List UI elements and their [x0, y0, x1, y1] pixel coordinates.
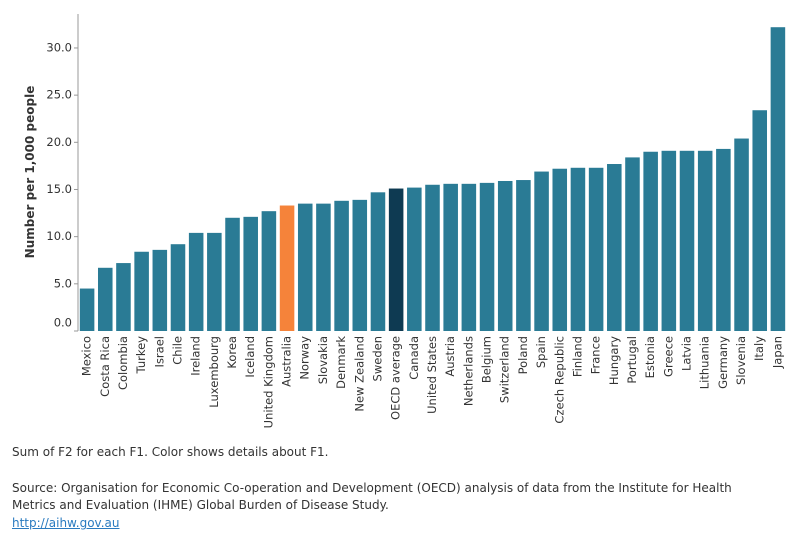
x-tick-label: United States — [425, 336, 439, 414]
bar — [407, 187, 422, 331]
bar — [170, 244, 186, 331]
bar — [552, 168, 568, 331]
bar — [352, 199, 368, 331]
x-tick-label: Canada — [407, 336, 421, 380]
bar — [97, 267, 113, 331]
y-tick-label: 25.0 — [46, 88, 72, 102]
x-tick-label: United Kingdom — [261, 336, 275, 428]
bar — [243, 216, 258, 331]
x-tick-label: Latvia — [680, 336, 694, 371]
x-tick-label: Costa Rica — [98, 336, 112, 397]
bar — [116, 263, 131, 331]
bar — [134, 251, 149, 331]
x-tick-label: Israel — [152, 336, 166, 367]
x-tick-label: Korea — [225, 336, 239, 369]
x-tick-label: Netherlands — [461, 336, 475, 406]
y-tick-label: 10.0 — [46, 229, 72, 243]
y-tick-label: 0.0 — [54, 316, 72, 330]
x-tick-label: Germany — [716, 336, 730, 389]
bar — [207, 232, 222, 331]
x-tick-label: France — [589, 336, 603, 374]
x-tick-label: Mexico — [80, 336, 94, 376]
bar — [443, 183, 458, 331]
x-tick-label: Portugal — [625, 336, 639, 384]
x-tick-label: Austria — [443, 336, 457, 377]
bar — [370, 192, 386, 331]
bar — [479, 182, 495, 331]
bar — [316, 203, 331, 331]
x-tick-label: Japan — [770, 336, 784, 369]
bar — [643, 151, 658, 331]
y-tick-label: 30.0 — [46, 40, 72, 54]
x-tick-label: Slovenia — [734, 336, 748, 385]
bar — [697, 150, 713, 331]
bar — [679, 150, 695, 331]
bar — [225, 217, 240, 331]
bar — [79, 288, 95, 331]
x-tick-label: Belgium — [480, 336, 494, 383]
bar — [752, 110, 768, 331]
x-tick-label: Colombia — [116, 336, 130, 390]
x-tick-label: Italy — [752, 336, 766, 361]
bar — [607, 164, 622, 331]
bar — [279, 205, 295, 331]
y-axis-label: Number per 1,000 people — [23, 86, 37, 259]
x-tick-label: Greece — [661, 336, 675, 377]
bar — [588, 167, 604, 331]
x-tick-label: Australia — [280, 336, 294, 387]
x-tick-label: Luxembourg — [207, 336, 221, 408]
bar — [152, 249, 168, 331]
bar — [661, 150, 677, 331]
x-tick-label: Slovakia — [316, 336, 330, 384]
x-tick-label: Spain — [534, 336, 548, 368]
x-tick-label: Poland — [516, 336, 530, 374]
bar — [188, 232, 204, 331]
bar — [770, 27, 786, 331]
bar — [334, 200, 349, 331]
bar — [388, 188, 404, 331]
bar — [261, 211, 277, 331]
link[interactable]: http://aihw.gov.au — [12, 516, 120, 530]
x-tick-label: New Zealand — [352, 336, 366, 412]
x-tick-label: Hungary — [607, 336, 621, 385]
bar — [461, 183, 477, 331]
x-tick-label: Turkey — [134, 336, 148, 375]
x-tick-label: Finland — [570, 336, 584, 377]
x-tick-label: Estonia — [643, 336, 657, 378]
x-tick-label: Lithuania — [698, 336, 712, 389]
x-tick-label: Czech Republic — [552, 336, 566, 424]
link-line: http://aihw.gov.au — [12, 515, 119, 532]
caption: Sum of F2 for each F1. Color shows detai… — [12, 445, 329, 459]
y-tick-label: 15.0 — [46, 182, 72, 196]
bar — [425, 184, 440, 331]
bar — [625, 157, 640, 331]
bar — [497, 180, 513, 331]
x-tick-label: Sweden — [370, 336, 384, 381]
bar — [297, 203, 313, 331]
x-tick-label: Norway — [298, 336, 312, 380]
y-tick-label: 5.0 — [54, 276, 72, 290]
x-tick-label: Chile — [170, 336, 184, 365]
chart: Number per 1,000 people 0.0 5.0 10.0 15.0 20… — [23, 14, 786, 428]
x-tick-label: OECD average — [389, 336, 403, 420]
x-tick-label: Ireland — [189, 336, 203, 376]
bar — [716, 148, 731, 331]
y-tick-label: 20.0 — [46, 135, 72, 149]
x-tick-label: Switzerland — [498, 336, 512, 403]
bar — [516, 180, 531, 331]
bar — [570, 167, 586, 331]
source: Source: Organisation for Economic Co-ope… — [12, 481, 732, 512]
bar — [534, 171, 549, 331]
bar — [734, 138, 749, 331]
x-tick-label: Iceland — [243, 336, 257, 378]
x-tick-label: Denmark — [334, 336, 348, 389]
